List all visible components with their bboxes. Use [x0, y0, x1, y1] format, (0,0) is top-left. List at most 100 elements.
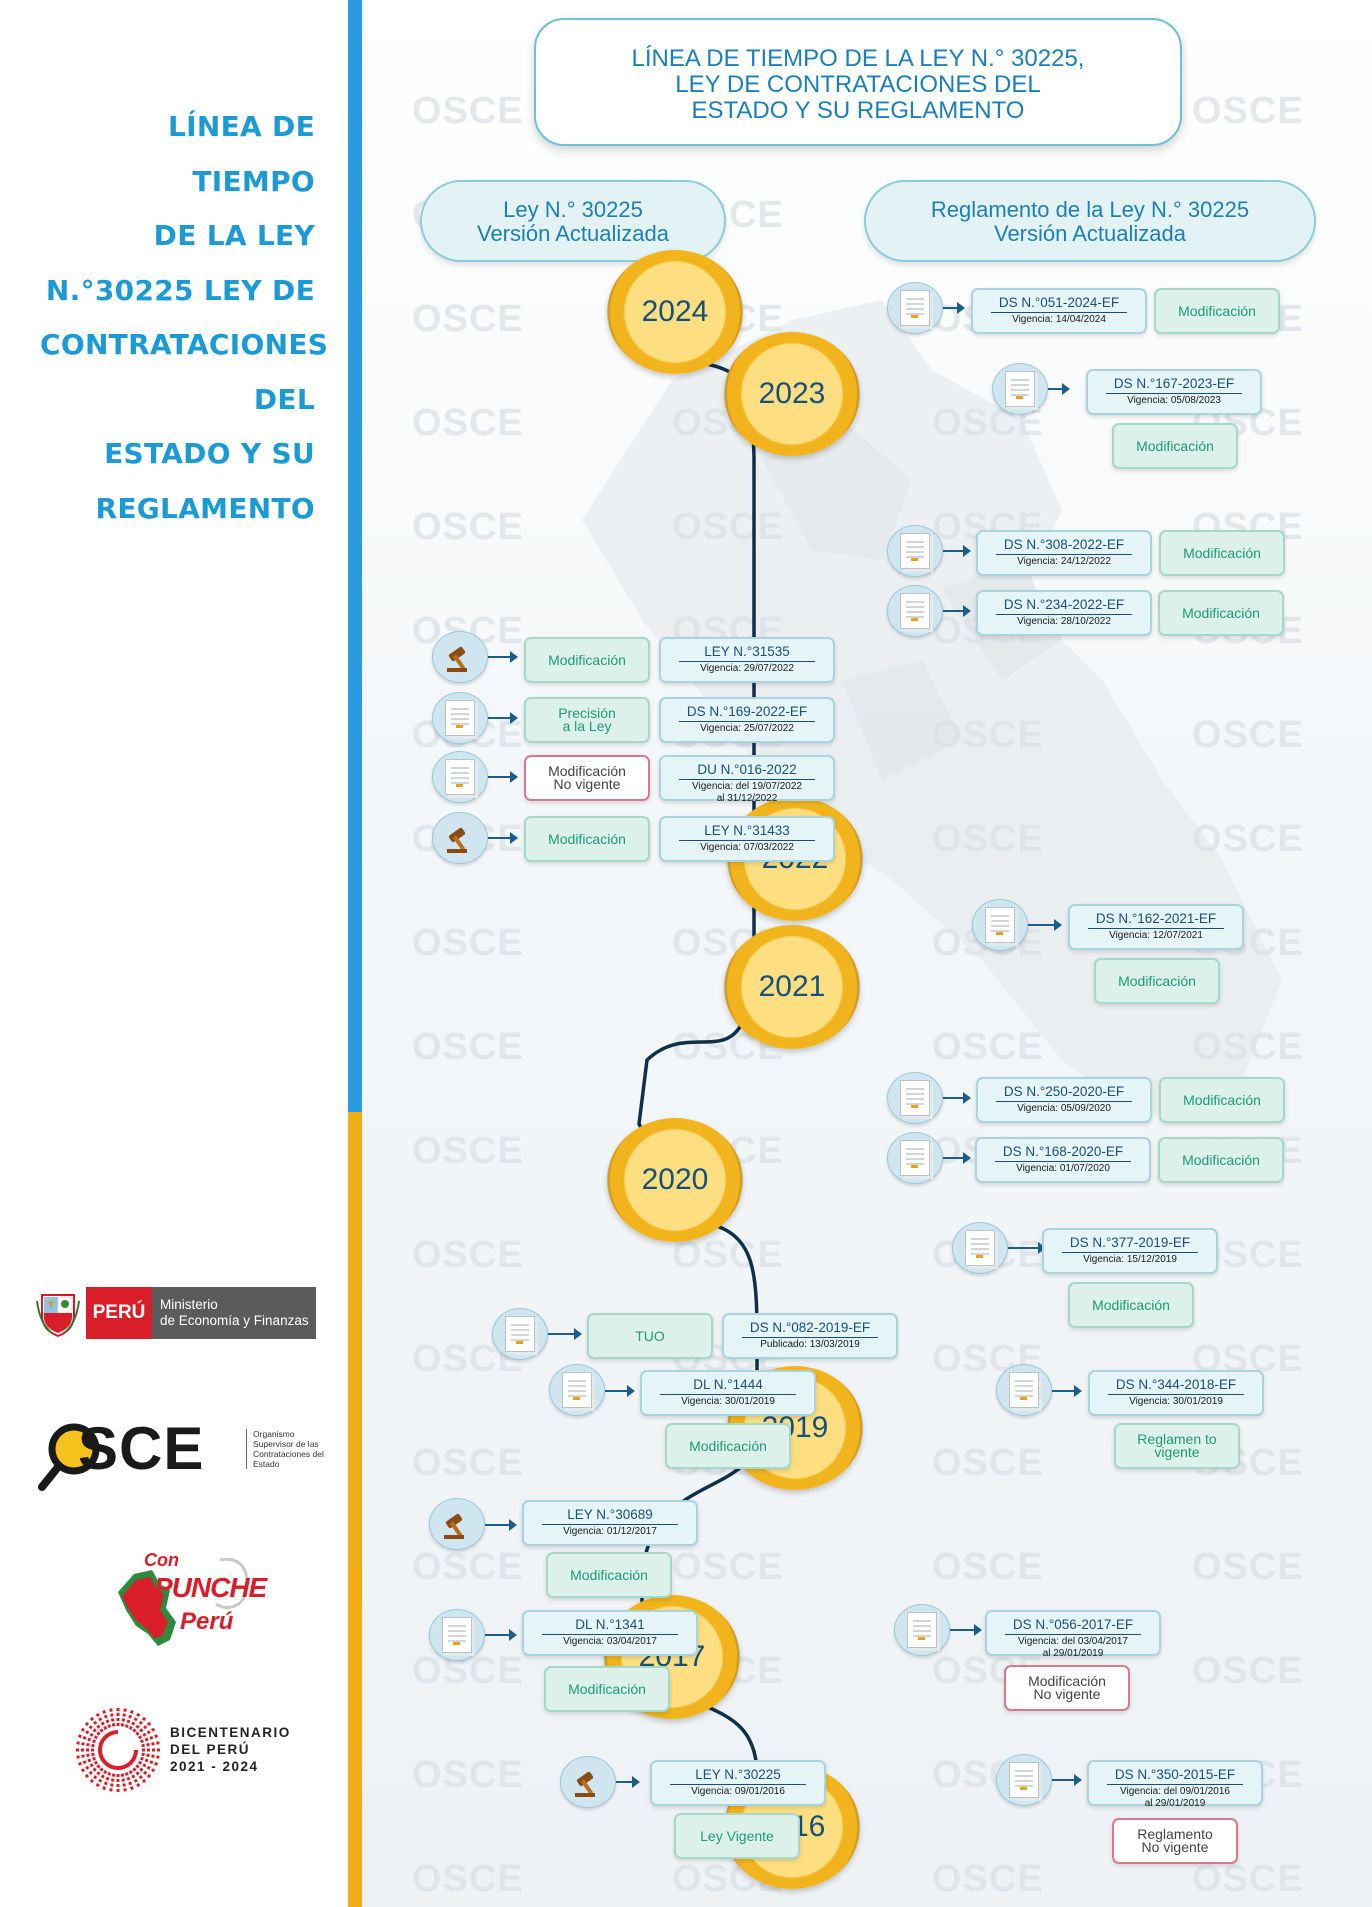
doc-box: DS N.°350-2015-EF Vigencia: del 09/01/20… [1087, 1760, 1263, 1809]
watermark-text: OSCE [412, 922, 524, 964]
sun-ray [76, 1733, 96, 1744]
document-icon [894, 1604, 950, 1656]
watermark-text: OSCE [412, 298, 524, 340]
bicentenario-text: BICENTENARIO DEL PERÚ 2021 - 2024 [170, 1724, 291, 1775]
doc-box: DL N.°1444 Vigencia: 30/01/2019 [640, 1370, 816, 1416]
arrow-icon [943, 605, 971, 617]
watermark-text: OSCE [412, 402, 524, 444]
tag-box: Ley Vigente [674, 1813, 800, 1859]
tag-box-not-current: Modificación No vigente [524, 755, 650, 801]
doc-title: LEY N.°30689 [542, 1507, 678, 1525]
document-icon [887, 1132, 943, 1184]
document-icon [972, 899, 1028, 951]
gavel-icon [432, 812, 488, 864]
sun-ray [124, 1708, 135, 1728]
doc-box: DS N.°162-2021-EF Vigencia: 12/07/2021 [1068, 904, 1244, 950]
watermark-text: OSCE [1192, 714, 1304, 756]
watermark-text: OSCE [412, 1442, 524, 1484]
arrow-icon [943, 545, 971, 557]
doc-box: LEY N.°30225 Vigencia: 09/01/2016 [650, 1760, 826, 1806]
doc-title: DS N.°167-2023-EF [1106, 376, 1242, 394]
arrow-icon [488, 771, 518, 783]
watermark-text: OSCE [412, 1546, 524, 1588]
sun-ray [88, 1767, 104, 1785]
peru-map-icon [118, 1557, 249, 1646]
doc-box: DS N.°308-2022-EF Vigencia: 24/12/2022 [976, 530, 1152, 576]
sun-ray [108, 1773, 116, 1794]
watermark-text: OSCE [932, 714, 1044, 756]
peru-shield-icon [36, 1294, 80, 1337]
arrow-icon [1052, 1385, 1082, 1397]
doc-vigencia: Vigencia: 03/04/2017 [563, 1636, 657, 1647]
tag-box: Reglamen to vigente [1114, 1423, 1240, 1469]
arrow-icon [605, 1385, 635, 1397]
reglamento-pill-line: Reglamento de la Ley N.° 30225 [930, 197, 1250, 222]
punche-peru: Perú [180, 1608, 234, 1635]
arrow-icon [488, 651, 518, 663]
doc-vigencia: Vigencia: 28/10/2022 [1017, 616, 1111, 627]
arrow-icon [943, 1152, 971, 1164]
doc-title: DS N.°168-2020-EF [995, 1144, 1131, 1162]
sidebar: LÍNEA DE TIEMPO DE LA LEY N.°30225 LEY D… [0, 0, 348, 1907]
tag-box: Modificación [1158, 590, 1284, 636]
main-title-line: ESTADO Y SU REGLAMENTO [691, 97, 1025, 124]
doc-vigencia: Vigencia: del 09/01/2016 [1120, 1786, 1230, 1797]
document-icon [887, 282, 943, 334]
mef-logo: PERÚ Ministerio de Economía y Finanzas [36, 1285, 316, 1343]
doc-vigencia-end: al 29/01/2019 [1144, 1798, 1206, 1809]
sun-ray [140, 1733, 160, 1744]
watermark-text: OSCE [932, 1026, 1044, 1068]
doc-title: DS N.°162-2021-EF [1088, 911, 1224, 929]
arrow-icon [943, 302, 965, 314]
bicentenario-line: 2021 - 2024 [170, 1759, 259, 1774]
doc-vigencia-end: al 31/12/2022 [716, 793, 778, 804]
tag-line: Precisión [558, 705, 616, 721]
sun-ray [108, 1706, 116, 1727]
tag-box: Modificación [524, 637, 650, 683]
sun-ray [74, 1740, 95, 1748]
arrow-icon [1008, 1242, 1046, 1254]
sun-ray [120, 1706, 128, 1727]
tag-box-not-current: Reglamento No vigente [1112, 1818, 1238, 1864]
year-2023: 2023 [724, 332, 860, 456]
doc-title: LEY N.°31535 [679, 644, 815, 662]
sidebar-accent-gold [348, 1112, 362, 1907]
doc-vigencia: Vigencia: 05/08/2023 [1127, 395, 1221, 406]
doc-box: DS N.°344-2018-EF Vigencia: 30/01/2019 [1088, 1370, 1264, 1416]
bicentenario-logo: BICENTENARIO DEL PERÚ 2021 - 2024 [70, 1702, 330, 1802]
watermark-text: OSCE [412, 1858, 524, 1900]
document-icon [887, 1072, 943, 1124]
sidebar-title-line: LÍNEA DE TIEMPO [167, 110, 315, 198]
ley-pill-line: Versión Actualizada [476, 221, 670, 246]
sidebar-title-line: DEL [253, 382, 315, 416]
doc-box: DS N.°056-2017-EF Vigencia: del 03/04/20… [985, 1610, 1161, 1659]
sidebar-title-line: CONTRATACIONES [40, 328, 329, 361]
document-icon [996, 1754, 1052, 1806]
doc-vigencia: Vigencia: 15/12/2019 [1083, 1254, 1177, 1265]
watermark-text: OSCE [932, 1442, 1044, 1484]
tag-line: Modificación [1028, 1673, 1106, 1689]
arrow-icon [616, 1776, 640, 1788]
doc-vigencia-end: al 29/01/2019 [1042, 1648, 1104, 1659]
tag-box: Modificación [665, 1423, 791, 1469]
arrow-icon [1048, 383, 1070, 395]
document-icon [887, 585, 943, 637]
sun-ray [141, 1752, 162, 1760]
watermark-text: OSCE [412, 506, 524, 548]
reglamento-pill-line: Versión Actualizada [993, 221, 1187, 246]
ley-pill: Ley N.° 30225 Versión Actualizada [420, 180, 726, 262]
sun-ray [101, 1772, 112, 1792]
bicentenario-line: DEL PERÚ [170, 1742, 251, 1757]
doc-title: DS N.°082-2019-EF [742, 1320, 878, 1338]
doc-box: DS N.°167-2023-EF Vigencia: 05/08/2023 [1086, 369, 1262, 415]
mef-ministry-line: de Economía y Finanzas [160, 1313, 309, 1328]
main-title-box: LÍNEA DE TIEMPO DE LA LEY N.° 30225, LEY… [534, 18, 1182, 146]
arrow-icon [943, 1092, 971, 1104]
year-2024: 2024 [607, 250, 743, 374]
gavel-icon [429, 1498, 485, 1550]
tag-line: Reglamento [1137, 1826, 1213, 1842]
sun-ray [132, 1767, 148, 1785]
sun-ray [101, 1708, 112, 1728]
arrow-icon [1052, 1774, 1082, 1786]
sun-ray [138, 1760, 157, 1774]
